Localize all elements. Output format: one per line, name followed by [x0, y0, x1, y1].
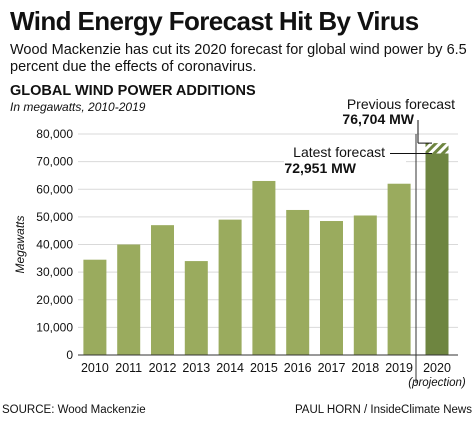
chart-units: In megawatts, 2010-2019: [10, 100, 146, 114]
chart-title: GLOBAL WIND POWER ADDITIONS: [10, 83, 256, 99]
bar-2013: [184, 261, 208, 355]
x-tick-label: 2015: [250, 361, 278, 375]
y-tick-label: 50,000: [36, 210, 73, 224]
x-tick-label: 2014: [216, 361, 244, 375]
y-tick-label: 60,000: [36, 182, 73, 196]
y-tick-label: 10,000: [36, 320, 73, 334]
y-tick-label: 0: [66, 348, 73, 362]
bar-2014: [218, 219, 242, 355]
bar-2018: [353, 215, 377, 355]
bar-2011: [117, 244, 141, 355]
previous-forecast-value: 76,704 MW: [342, 111, 414, 127]
projection-label: (projection): [408, 377, 466, 389]
page-title: Wind Energy Forecast Hit By Virus: [10, 6, 419, 36]
x-tick-label: 2016: [284, 361, 312, 375]
latest-forecast-box: [284, 143, 406, 179]
x-tick-label: 2012: [149, 361, 177, 375]
y-tick-label: 30,000: [36, 265, 73, 279]
x-tick-label: 2011: [115, 361, 142, 375]
previous-forecast-label: Previous forecast: [347, 96, 455, 112]
x-tick-label: 2019: [385, 361, 413, 375]
bar-2012: [151, 225, 174, 355]
bar-2017: [320, 221, 343, 355]
x-tick-label: 2017: [318, 361, 346, 375]
bar-2015: [252, 180, 276, 355]
y-tick-label: 40,000: [36, 238, 73, 252]
bar-2020-previous-forecast: [425, 143, 449, 154]
latest-forecast-value: 72,951 MW: [284, 160, 356, 176]
bar-2020-projection: [425, 153, 449, 355]
x-tick-label: 2018: [351, 361, 379, 375]
bar-2016: [286, 209, 310, 355]
x-tick-label: 2010: [81, 361, 109, 375]
bar-2019: [387, 183, 411, 355]
x-tick-label: 2020: [423, 361, 451, 375]
source-note: SOURCE: Wood Mackenzie: [2, 404, 146, 416]
y-tick-label: 70,000: [36, 155, 73, 169]
y-tick-label: 20,000: [36, 293, 73, 307]
latest-forecast-label: Latest forecast: [293, 144, 385, 160]
bar-2010: [83, 259, 107, 355]
page-subtitle: Wood Mackenzie has cut its 2020 forecast…: [10, 42, 467, 75]
y-axis-label: Megawatts: [13, 215, 27, 273]
x-tick-label: 2013: [182, 361, 210, 375]
credit-note: PAUL HORN / InsideClimate News: [294, 404, 472, 416]
y-tick-label: 80,000: [36, 127, 73, 141]
